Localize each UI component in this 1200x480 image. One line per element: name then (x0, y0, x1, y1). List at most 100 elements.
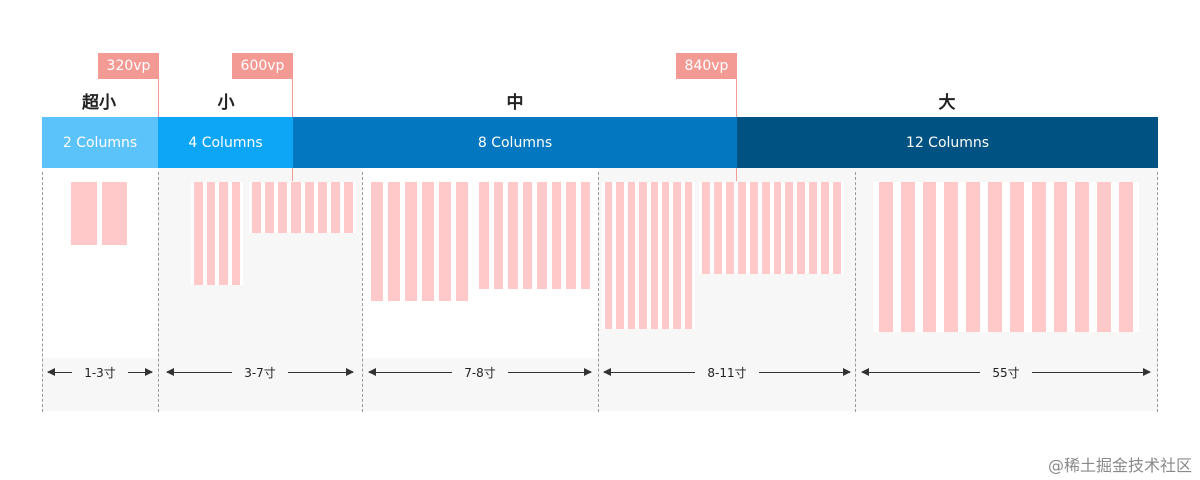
range-1-3-inch: 1-3寸 (46, 362, 154, 382)
arrow-left-icon (46, 367, 73, 376)
band-12-columns: 12 Columns (737, 117, 1158, 168)
divider-dashed (598, 172, 599, 412)
grid-column (493, 182, 503, 289)
range-label: 3-7寸 (244, 365, 276, 380)
grid-column (702, 182, 710, 274)
grid-column (616, 182, 624, 329)
range-8-11-inch: 8-11寸 (602, 362, 852, 382)
grid-column (479, 182, 489, 289)
grid-column (1031, 182, 1046, 332)
breakpoint-label-840: 840vp (676, 53, 737, 79)
arrow-left-icon (367, 367, 453, 376)
range-3-7-inch: 3-7寸 (165, 362, 355, 382)
breakpoint-line-320 (158, 53, 159, 117)
size-label-small: 小 (217, 93, 235, 113)
grid-column (749, 182, 758, 274)
range-label: 7-8寸 (464, 365, 496, 380)
band-8-columns: 8 Columns (293, 117, 737, 168)
size-label-extra-small: 超小 (82, 93, 116, 113)
grid-column (508, 182, 518, 289)
breakpoint-label-320: 320vp (98, 53, 159, 79)
grid-column (797, 182, 806, 274)
size-label-medium: 中 (506, 93, 524, 113)
grid-column (456, 182, 468, 301)
range-label: 8-11寸 (707, 365, 747, 380)
grid-column (605, 182, 613, 329)
grid-column (773, 182, 782, 274)
grid-column (1009, 182, 1024, 332)
arrow-left-icon (602, 367, 696, 376)
device-grid-tablet-landscape (699, 182, 844, 274)
band-4-columns: 4 Columns (158, 117, 293, 168)
divider-dashed (362, 172, 363, 412)
device-grid-foldable-portrait (368, 182, 471, 301)
grid-column (343, 182, 353, 233)
grid-column (206, 182, 215, 285)
grid-column (900, 182, 915, 332)
grid-column (371, 182, 383, 301)
grid-column (522, 182, 532, 289)
arrow-right-icon (758, 367, 852, 376)
grid-column (725, 182, 734, 274)
grid-column (713, 182, 722, 274)
grid-column (405, 182, 417, 301)
grid-column (737, 182, 746, 274)
grid-column (639, 182, 647, 329)
grid-column (1097, 182, 1112, 332)
range-label: 55寸 (992, 365, 1020, 380)
grid-column (304, 182, 314, 233)
grid-column (944, 182, 959, 332)
grid-column (1053, 182, 1068, 332)
size-label-large: 大 (938, 93, 956, 113)
grid-column (551, 182, 561, 289)
divider-dashed (42, 172, 43, 412)
grid-column (761, 182, 770, 274)
arrow-right-icon (507, 367, 593, 376)
grid-column (684, 182, 692, 329)
arrow-right-icon (287, 367, 355, 376)
grid-column (330, 182, 340, 233)
grid-column (101, 182, 127, 245)
grid-column (627, 182, 636, 329)
grid-column (1075, 182, 1090, 332)
grid-column (537, 182, 547, 289)
grid-column (317, 182, 327, 233)
range-55-inch: 55寸 (860, 362, 1152, 382)
device-grid-phone-landscape (249, 182, 356, 233)
grid-column (219, 182, 228, 285)
grid-column (821, 182, 830, 274)
grid-column (879, 182, 893, 332)
band-2-columns: 2 Columns (42, 117, 158, 168)
grid-column (252, 182, 262, 233)
grid-column (650, 182, 658, 329)
device-grid-phone-portrait (191, 182, 243, 285)
device-grid-tv (873, 182, 1139, 332)
grid-column (988, 182, 1002, 332)
grid-column (673, 182, 681, 329)
grid-column (809, 182, 818, 274)
grid-column (1119, 182, 1133, 332)
grid-column (966, 182, 981, 332)
breakpoint-label-600: 600vp (232, 53, 293, 79)
grid-column (566, 182, 576, 289)
grid-column (661, 182, 670, 329)
arrow-right-icon (127, 367, 154, 376)
grid-column (71, 182, 97, 245)
grid-column (194, 182, 203, 285)
divider-dashed (855, 172, 856, 412)
range-label: 1-3寸 (84, 365, 116, 380)
device-grid-watch (68, 182, 130, 245)
arrow-left-icon (860, 367, 981, 376)
divider-dashed (158, 172, 159, 412)
device-grid-tablet-portrait (602, 182, 695, 329)
range-7-8-inch: 7-8寸 (367, 362, 593, 382)
arrow-left-icon (165, 367, 233, 376)
grid-column (231, 182, 240, 285)
arrow-right-icon (1031, 367, 1152, 376)
grid-column (785, 182, 794, 274)
grid-column (422, 182, 434, 301)
grid-column (580, 182, 590, 289)
divider-dashed (1157, 172, 1158, 412)
device-grid-foldable-landscape (476, 182, 593, 289)
grid-column (291, 182, 301, 233)
